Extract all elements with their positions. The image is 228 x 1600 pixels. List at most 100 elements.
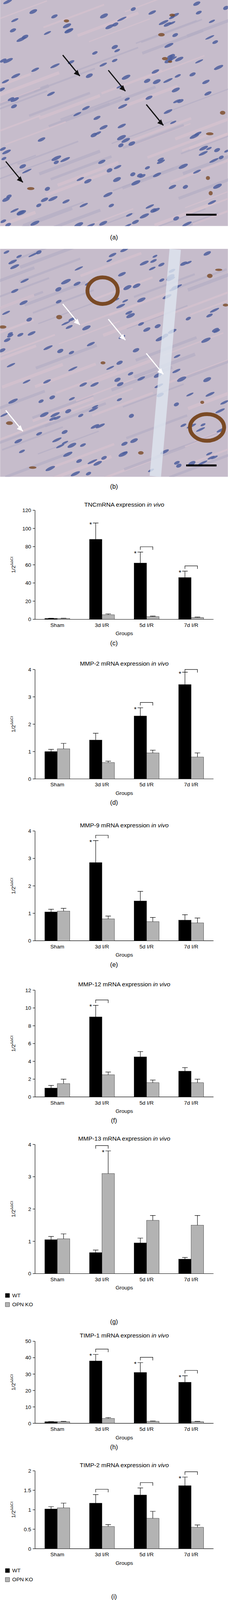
x-tick-label: 3d I/R <box>94 1550 109 1557</box>
nucleus <box>171 86 181 94</box>
fiber <box>23 201 84 225</box>
error-stem <box>197 1214 198 1225</box>
bar <box>146 1517 159 1548</box>
error-stem <box>95 1353 97 1361</box>
bar <box>101 1172 115 1273</box>
x-tick-label: 3d I/R <box>94 1425 109 1432</box>
chart: TNCmRNA expression in vivo1/2ΔΔCt0204060… <box>9 500 214 647</box>
nucleus <box>112 176 122 184</box>
panel-label: (e) <box>110 960 118 968</box>
vessel <box>190 413 225 441</box>
nucleus <box>222 5 228 11</box>
error-bar <box>105 1416 111 1418</box>
error-cap <box>105 760 111 761</box>
error-stem <box>197 1078 198 1083</box>
nucleus <box>62 22 72 30</box>
error-cap <box>194 1523 201 1525</box>
nucleus <box>193 130 202 137</box>
nucleus <box>105 167 113 173</box>
error-cap <box>137 1361 143 1363</box>
nucleus <box>7 397 19 405</box>
nucleus <box>29 219 40 227</box>
error-stem <box>140 1361 141 1372</box>
error-cap <box>60 742 67 743</box>
error-cap <box>182 570 188 572</box>
significance-mark: * <box>178 568 182 577</box>
bar <box>191 922 204 941</box>
nucleus <box>1 78 10 84</box>
y-tick-label: 10 <box>25 1004 32 1011</box>
label-part: ΔΔCt <box>9 1200 14 1210</box>
bar <box>44 1087 58 1097</box>
fiber <box>0 295 34 318</box>
nucleus <box>10 287 19 294</box>
nucleus <box>148 265 156 271</box>
error-bar <box>194 616 201 618</box>
nucleus <box>179 422 187 428</box>
nucleus <box>25 316 33 323</box>
bar <box>133 1371 147 1423</box>
x-tick-label: 5d I/R <box>139 1425 154 1432</box>
bar <box>89 862 102 941</box>
error-stem <box>184 914 186 920</box>
error-bar <box>48 908 54 912</box>
nucleus <box>46 90 56 97</box>
nucleus <box>43 30 52 36</box>
nucleus <box>209 306 220 314</box>
nucleus <box>39 410 50 418</box>
y-tick <box>32 857 36 859</box>
nucleus <box>7 331 14 336</box>
x-tick-label: 7d I/R <box>184 781 199 788</box>
nucleus <box>35 249 43 255</box>
nucleus <box>111 58 118 63</box>
nucleus <box>85 72 94 79</box>
nucleus <box>122 283 133 291</box>
nucleus <box>131 347 140 354</box>
bar <box>191 1526 204 1548</box>
fiber <box>185 354 228 378</box>
fiber <box>188 385 228 409</box>
x-tick-label: 7d I/R <box>184 1275 199 1282</box>
nucleus <box>3 336 11 343</box>
title-part: in vivo <box>151 1460 169 1468</box>
y-tick-label: 0 <box>28 775 32 782</box>
bar <box>133 1056 147 1097</box>
y-tick <box>32 912 36 914</box>
nucleus <box>154 322 162 329</box>
label-part: 1/2 <box>10 1043 17 1051</box>
error-cap <box>182 1374 188 1376</box>
nucleus <box>61 439 69 445</box>
nucleus <box>171 32 179 38</box>
error-cap <box>92 1493 99 1495</box>
significance-mark: * <box>89 1002 93 1010</box>
significance-mark: * <box>89 838 93 846</box>
nucleus <box>19 277 30 284</box>
nucleus <box>0 146 7 152</box>
panel-label: (f) <box>110 1116 118 1124</box>
y-tick <box>32 668 36 670</box>
error-cap <box>194 1078 201 1079</box>
nucleus <box>42 378 52 385</box>
y-axis-label: 1/2ΔΔCt <box>9 1034 17 1051</box>
nucleus <box>163 108 173 115</box>
nucleus <box>115 359 124 366</box>
nucleus <box>0 156 7 161</box>
y-tick <box>32 1405 36 1407</box>
x-axis-label: Groups <box>115 630 134 636</box>
error-cap <box>149 1214 156 1215</box>
stain <box>63 19 70 23</box>
error-bar <box>92 1353 99 1361</box>
error-cap <box>149 615 156 617</box>
error-stem <box>140 1050 141 1057</box>
nucleus <box>47 195 59 203</box>
error-bar <box>105 613 111 615</box>
y-tick-label: 120 <box>22 507 32 513</box>
nucleus <box>130 6 137 12</box>
nucleus <box>200 336 212 344</box>
error-cap <box>48 748 54 750</box>
nucleus <box>0 347 6 353</box>
title-part: TIMP-2 mRNA expression <box>79 1460 152 1468</box>
nucleus <box>64 407 72 414</box>
nucleus <box>106 258 113 263</box>
nucleus <box>173 459 180 466</box>
